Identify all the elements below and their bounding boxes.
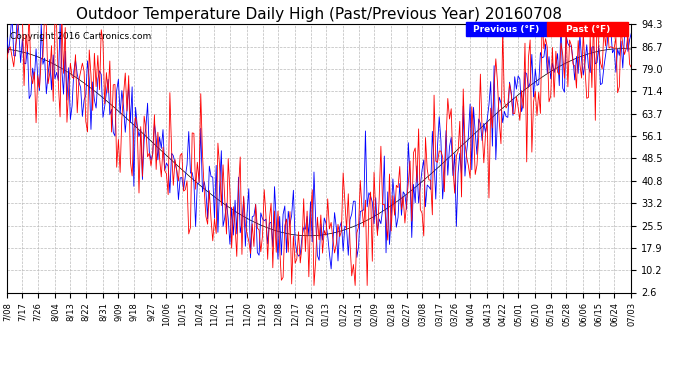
- Bar: [547, 22, 628, 36]
- Bar: [466, 22, 547, 36]
- Title: Outdoor Temperature Daily High (Past/Previous Year) 20160708: Outdoor Temperature Daily High (Past/Pre…: [76, 7, 562, 22]
- Text: Previous (°F): Previous (°F): [473, 25, 540, 34]
- Text: Past (°F): Past (°F): [566, 25, 610, 34]
- Text: Copyright 2016 Cartronics.com: Copyright 2016 Cartronics.com: [10, 32, 151, 41]
